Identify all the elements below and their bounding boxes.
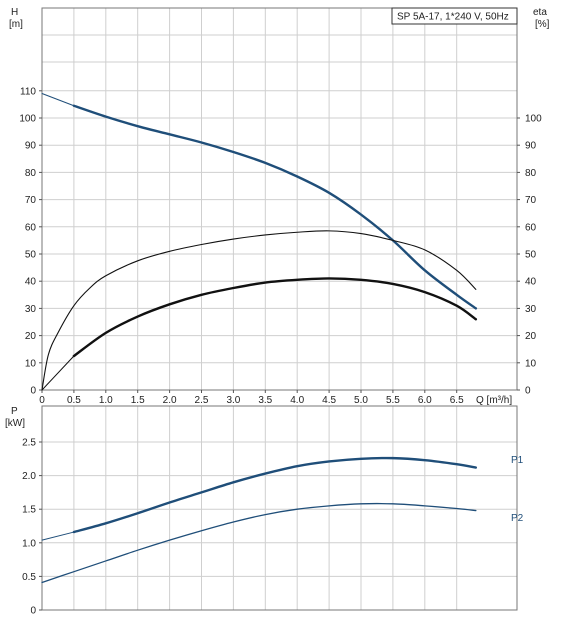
top-right-tick-label: 20 xyxy=(525,331,537,342)
top-left-tick-label: 50 xyxy=(25,250,37,261)
top-left-tick-label: 10 xyxy=(25,358,37,369)
bottom-left-tick-label: 2.0 xyxy=(22,471,36,482)
top-left-tick-label: 100 xyxy=(19,114,36,125)
top-left-tick-label: 60 xyxy=(25,222,37,233)
top-grid xyxy=(42,8,517,390)
top-left-tick-label: 70 xyxy=(25,195,37,206)
top-left-tick-label: 0 xyxy=(30,386,36,397)
x-tick-label: 4.0 xyxy=(290,395,304,406)
series-head-thin xyxy=(41,93,75,107)
x-tick-label: 4.5 xyxy=(322,395,336,406)
power-axis-unit: [kW] xyxy=(5,418,25,429)
series-eta-pump xyxy=(72,277,478,358)
bottom-left-tick-label: 0 xyxy=(30,606,36,617)
x-tick-label: 5.0 xyxy=(354,395,368,406)
series-p1-thin xyxy=(41,531,75,541)
x-tick-label: 0.5 xyxy=(67,395,81,406)
x-tick-label: 3.0 xyxy=(226,395,240,406)
series-label-p1: P1 xyxy=(511,455,524,466)
head-efficiency-chart: 0 10 20 30 40 50 60 70 80 90 100 110 0 10 20 30 40 50 60 7… xyxy=(9,7,550,406)
top-left-tick-label: 110 xyxy=(20,86,36,97)
top-right-tick-label: 60 xyxy=(525,222,537,233)
top-right-tick-label: 90 xyxy=(525,141,537,152)
top-series xyxy=(41,93,478,391)
bottom-left-tick-label: 2.5 xyxy=(22,438,36,449)
series-p1 xyxy=(72,456,478,534)
top-left-tick-label: 20 xyxy=(25,331,37,342)
x-tick-label: 3.5 xyxy=(258,395,272,406)
power-chart: 0 0.5 1.0 1.5 2.0 2.5 P [kW] P1 P2 xyxy=(5,405,524,617)
bottom-left-tick-label: 0.5 xyxy=(22,572,36,583)
bottom-plot-frame xyxy=(41,405,518,611)
x-tick-label: 5.5 xyxy=(386,395,400,406)
right-axis-unit: [%] xyxy=(535,19,550,30)
x-tick-label: 0 xyxy=(39,395,45,406)
left-axis-unit: [m] xyxy=(9,19,23,30)
top-right-tick-label: 10 xyxy=(525,358,537,369)
bottom-left-tick-label: 1.0 xyxy=(22,538,36,549)
power-axis-name: P xyxy=(11,406,18,417)
x-tick-label: 6.5 xyxy=(450,395,464,406)
right-axis-name: eta xyxy=(533,7,547,18)
x-tick-label: 1.0 xyxy=(99,395,113,406)
bottom-series xyxy=(41,456,478,584)
series-p2 xyxy=(41,502,477,584)
top-right-tick-label: 50 xyxy=(525,250,537,261)
top-left-tick-label: 90 xyxy=(25,141,37,152)
bottom-grid xyxy=(42,406,517,610)
series-head xyxy=(72,104,478,310)
top-plot-frame xyxy=(41,7,518,391)
top-right-tick-labels: 0 10 20 30 40 50 60 70 80 90 100 xyxy=(517,114,542,397)
x-tick-label: 6.0 xyxy=(418,395,432,406)
top-right-tick-label: 30 xyxy=(525,304,537,315)
chart-title: SP 5A-17, 1*240 V, 50Hz xyxy=(397,12,509,23)
top-right-tick-label: 0 xyxy=(525,386,531,397)
x-tick-label: 1.5 xyxy=(131,395,145,406)
series-label-p2: P2 xyxy=(511,513,524,524)
series-eta-total-thin xyxy=(41,230,477,391)
top-right-tick-label: 100 xyxy=(525,114,542,125)
left-axis-name: H xyxy=(11,7,18,18)
top-right-tick-label: 70 xyxy=(525,195,537,206)
title-box xyxy=(391,7,518,25)
x-tick-label: 2.5 xyxy=(195,395,209,406)
bottom-left-tick-labels: 0 0.5 1.0 1.5 2.0 2.5 xyxy=(22,438,42,617)
top-left-tick-label: 40 xyxy=(25,277,37,288)
series-eta-pump-thin xyxy=(41,355,75,391)
x-axis-label: Q [m³/h] xyxy=(476,395,512,406)
bottom-left-tick-label: 1.5 xyxy=(22,505,36,516)
top-right-tick-label: 40 xyxy=(525,277,537,288)
top-left-tick-label: 30 xyxy=(25,304,37,315)
top-left-tick-labels: 0 10 20 30 40 50 60 70 80 90 100 110 xyxy=(19,86,42,397)
x-tick-labels: 0 0.5 1.0 1.5 2.0 2.5 3.0 3.5 4.0 4.5 5.0 5.5 6.0 6.5 xyxy=(39,390,464,406)
top-right-tick-label: 80 xyxy=(525,168,537,179)
x-tick-label: 2.0 xyxy=(163,395,177,406)
top-left-tick-label: 80 xyxy=(25,168,37,179)
